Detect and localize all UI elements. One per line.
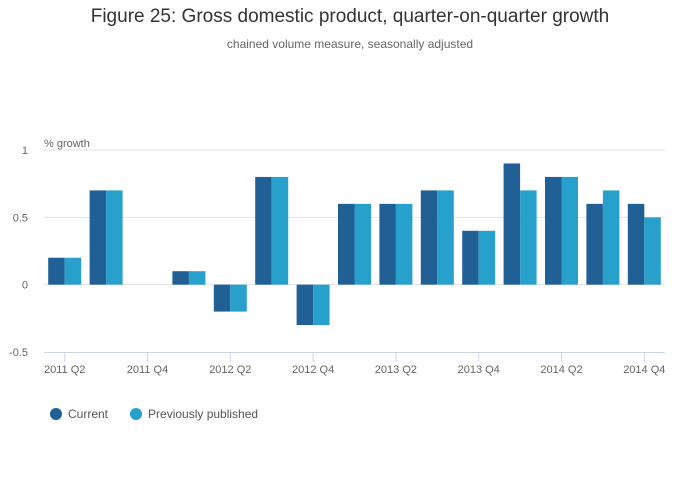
y-tick-label: 0.5: [13, 212, 28, 224]
bar-current-2013-q2[interactable]: [379, 203, 396, 285]
bar-previous-2013-q2[interactable]: [395, 203, 413, 285]
bar-current-2011-q3[interactable]: [89, 190, 107, 285]
bar-current-2013-q1[interactable]: [338, 203, 355, 285]
legend-swatch-current: [50, 408, 62, 420]
x-tick-label: 2012 Q2: [209, 364, 251, 376]
chart-title: Figure 25: Gross domestic product, quart…: [90, 6, 610, 27]
bar-previous-2012-q2[interactable]: [230, 284, 247, 312]
bar-previous-2013-q1[interactable]: [354, 203, 372, 285]
legend-item-previously-published[interactable]: Previously published: [130, 407, 258, 421]
y-tick-label: 0: [22, 280, 28, 292]
bar-previous-2014-q3[interactable]: [602, 190, 620, 285]
x-tick-label: 2011 Q2: [44, 364, 85, 376]
bar-current-2014-q2[interactable]: [545, 176, 562, 285]
x-tick-label: 2013 Q2: [375, 364, 417, 376]
bar-previous-2012-q4[interactable]: [313, 284, 330, 326]
bar-previous-2013-q4[interactable]: [478, 230, 496, 285]
legend: Current Previously published: [50, 407, 258, 421]
bar-previous-2014-q1[interactable]: [520, 190, 537, 285]
bar-current-2014-q1[interactable]: [503, 163, 521, 285]
legend-label: Previously published: [148, 407, 259, 421]
bar-current-2014-q3[interactable]: [586, 203, 603, 285]
bar-current-2013-q3[interactable]: [420, 190, 438, 285]
bar-current-2011-q2[interactable]: [48, 257, 65, 285]
y-axis-label: % growth: [44, 138, 90, 150]
bar-current-2014-q4[interactable]: [627, 203, 645, 285]
bar-current-2012-q1[interactable]: [172, 271, 189, 285]
y-tick-label: 1: [22, 145, 28, 157]
bar-current-2012-q4[interactable]: [296, 284, 314, 326]
legend-label: Current: [68, 407, 109, 421]
chart-subtitle: chained volume measure, seasonally adjus…: [226, 37, 474, 51]
bar-previous-2014-q2[interactable]: [561, 176, 579, 285]
x-tick-label: 2011 Q4: [127, 364, 168, 376]
x-tick-label: 2012 Q4: [292, 364, 334, 376]
bar-previous-2011-q2[interactable]: [64, 257, 82, 285]
legend-swatch-previous: [130, 408, 143, 420]
y-tick-label: -0.5: [9, 347, 28, 359]
bar-current-2012-q2[interactable]: [213, 284, 231, 312]
bar-previous-2012-q1[interactable]: [188, 271, 206, 285]
bar-previous-2014-q4[interactable]: [644, 217, 661, 285]
legend-item-current[interactable]: Current: [50, 407, 108, 421]
bar-current-2012-q3[interactable]: [255, 176, 272, 285]
x-tick-label: 2014 Q2: [540, 364, 582, 376]
bar-previous-2012-q3[interactable]: [271, 176, 289, 285]
x-tick-label: 2014 Q4: [623, 364, 665, 376]
x-tick-label: 2013 Q4: [458, 364, 500, 376]
bar-previous-2013-q3[interactable]: [437, 190, 454, 285]
bar-current-2013-q4[interactable]: [462, 230, 479, 285]
bar-previous-2011-q3[interactable]: [106, 190, 123, 285]
